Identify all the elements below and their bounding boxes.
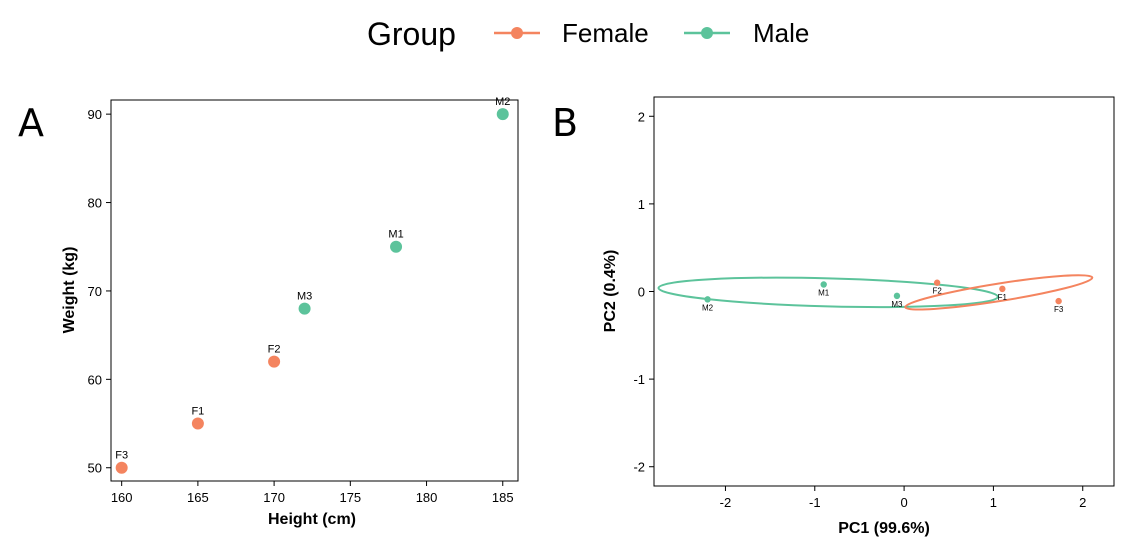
y-tick-label: 60 [88,372,102,387]
x-tick-label: 0 [900,495,907,510]
y-tick-label: -2 [633,460,645,475]
panel-b-y-axis-title: PC2 (0.4%) [602,250,619,333]
x-tick-label: 170 [263,490,285,505]
x-tick-label: 175 [339,490,361,505]
y-tick-label: -1 [633,372,645,387]
y-tick-label: 0 [638,285,645,300]
point-label-f3: F3 [115,450,128,462]
legend-dot-female-icon [511,27,523,39]
panel-b-ellipses [658,269,1094,316]
legend-entry-male: Male [684,18,809,48]
point-label-m1: M1 [818,288,830,297]
point-label-m2: M2 [495,96,510,108]
panel-b-frame [654,97,1114,486]
panel-b-points: M2 M1 M3 F2 F1 F3 [702,280,1064,315]
point-label-f3: F3 [1054,305,1064,314]
panel-a-points: F3 F1 F2 M3 M1 M2 [115,96,510,474]
x-tick-label: 160 [111,490,133,505]
chart-canvas: Group Female Male A Height (cm) Weight (… [0,0,1124,550]
y-tick-label: 50 [88,461,102,476]
point-f1 [192,418,204,430]
point-label-m3: M3 [297,291,312,303]
point-f2 [934,280,940,286]
point-label-f1: F1 [998,293,1008,302]
panel-b: B PC1 (99.6%) PC2 (0.4%) -2 -1 0 1 2-2-1012 … [552,97,1114,537]
x-tick-label: 180 [416,490,438,505]
point-m2 [704,296,710,302]
y-tick-label: 90 [88,107,102,122]
point-m1 [390,241,402,253]
point-label-m3: M3 [891,300,903,309]
panel-b-letter: B [552,101,578,145]
x-tick-label: -1 [809,495,821,510]
x-tick-label: 1 [990,495,997,510]
point-m1 [821,281,827,287]
y-tick-label: 2 [638,109,645,124]
panel-a-x-axis-title: Height (cm) [268,511,356,528]
x-tick-label: -2 [720,495,732,510]
panel-b-x-axis-title: PC1 (99.6%) [838,520,930,537]
panel-a-frame [111,100,518,481]
point-f3 [116,462,128,474]
point-label-m2: M2 [702,303,714,312]
legend-label-male: Male [753,18,809,48]
point-m2 [497,108,509,120]
y-tick-label: 1 [638,197,645,212]
x-tick-label: 165 [187,490,209,505]
legend-entry-female: Female [494,18,649,48]
legend: Group Female Male [367,16,809,52]
x-tick-label: 185 [492,490,514,505]
panel-a: A Height (cm) Weight (kg) 160 165 170 175 18… [18,96,518,528]
legend-dot-male-icon [701,27,713,39]
point-label-m1: M1 [388,229,403,241]
point-f2 [268,356,280,368]
panel-a-letter: A [18,101,44,145]
x-tick-label: 2 [1079,495,1086,510]
point-label-f1: F1 [191,406,204,418]
point-label-f2: F2 [268,344,281,356]
point-f3 [1055,298,1061,304]
point-m3 [299,303,311,315]
panel-a-y-axis-title: Weight (kg) [61,247,78,334]
point-label-f2: F2 [932,287,942,296]
legend-title: Group [367,16,456,52]
point-m3 [894,293,900,299]
y-tick-label: 70 [88,284,102,299]
point-f1 [999,286,1005,292]
y-tick-label: 80 [88,196,102,211]
legend-label-female: Female [562,18,649,48]
